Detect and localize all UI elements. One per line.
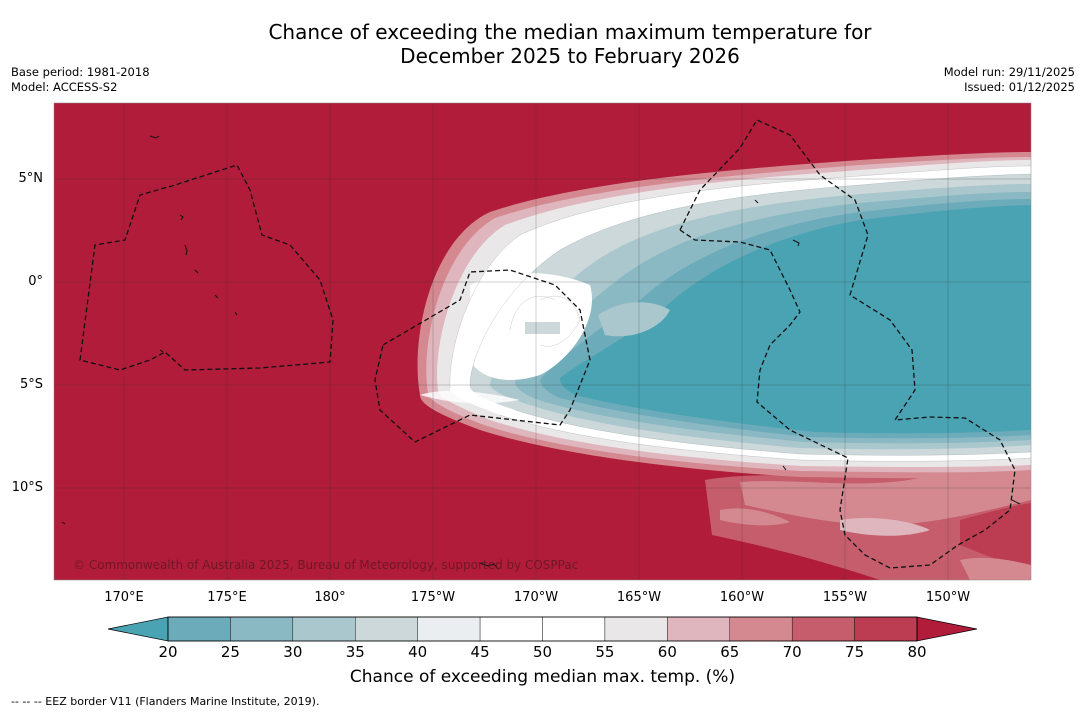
colorbar-extend-low (107, 616, 169, 642)
lon-label-170w: 170°W (513, 590, 559, 605)
lat-label-5s: 5°S (19, 377, 43, 392)
colorbar-swatch (479, 616, 543, 642)
model-run: Model run: 29/11/2025 (943, 65, 1075, 79)
lat-label-0: 0° (28, 274, 43, 289)
colorbar-swatch (667, 616, 730, 642)
model-name: Model: ACCESS-S2 (11, 80, 118, 94)
eez-kiribati-line (679, 119, 1016, 569)
eez-kiribati-gilbert (79, 164, 334, 371)
issued-date: Issued: 01/12/2025 (964, 80, 1075, 94)
colorbar-swatch (791, 616, 855, 642)
colorbar-swatch (417, 616, 481, 642)
meta-right: Model run: 29/11/2025 Issued: 01/12/2025 (944, 65, 1075, 95)
colorbar-title: Chance of exceeding median max. temp. (%… (349, 667, 736, 687)
graticule (54, 103, 1031, 580)
colorbar-swatch (729, 616, 793, 642)
meta-left: Base period: 1981-2018 Model: ACCESS-S2 (11, 65, 150, 95)
eez-footnote: -- -- -- EEZ border V11 (Flanders Marine… (11, 695, 320, 708)
lon-label-165w: 165°W (616, 590, 662, 605)
lon-label-170e: 170°E (104, 590, 144, 605)
islands (61, 135, 1021, 570)
colorbar-swatch (230, 616, 294, 642)
base-period: Base period: 1981-2018 (11, 65, 150, 79)
colorbar-tick-label: 80 (907, 643, 927, 661)
colorbar-tick-label: 75 (845, 643, 865, 661)
colorbar-frame (167, 616, 918, 642)
colorbar-tick-label: 65 (720, 643, 740, 661)
colorbar-tick-label: 30 (283, 643, 303, 661)
anomaly-tongue (417, 152, 1031, 479)
colorbar-tick-label: 70 (782, 643, 802, 661)
lon-label-180: 180° (314, 590, 346, 605)
lon-label-160w: 160°W (719, 590, 765, 605)
title-line-2: December 2025 to February 2026 (400, 44, 740, 68)
colorbar-swatch (542, 616, 606, 642)
lon-label-175e: 175°E (207, 590, 247, 605)
colorbar-tick-label: 45 (470, 643, 490, 661)
colorbar-tick-label: 55 (595, 643, 615, 661)
title-line-1: Chance of exceeding the median maximum t… (268, 20, 872, 44)
copyright-notice: © Commonwealth of Australia 2025, Bureau… (73, 558, 579, 572)
lon-label-175w: 175°W (410, 590, 456, 605)
contour-lines (449, 165, 1031, 462)
eez-tokelau-phoenix (374, 269, 591, 443)
colorbar-swatch (604, 616, 668, 642)
colorbar-swatch (355, 616, 418, 642)
eez-borders (79, 119, 1016, 569)
colorbar-tick-label: 60 (657, 643, 677, 661)
colorbar-tick-label: 25 (220, 643, 240, 661)
colorbar (107, 616, 978, 642)
colorbar-tick-label: 50 (532, 643, 553, 661)
lat-label-10s: 10°S (11, 480, 43, 495)
map-title: Chance of exceeding the median maximum t… (0, 20, 1085, 68)
colorbar-tick-label: 35 (345, 643, 365, 661)
colorbar-tick-label: 40 (408, 643, 428, 661)
map-frame (53, 102, 1032, 581)
lon-label-155w: 155°W (822, 590, 868, 605)
colorbar-swatch (854, 616, 918, 642)
colorbar-tick-label: 20 (158, 643, 178, 661)
lon-label-150w: 150°W (925, 590, 971, 605)
colorbar-extend-high (916, 616, 978, 642)
map-plot-area (54, 103, 1031, 580)
lat-label-5n: 5°N (18, 171, 44, 186)
colorbar-swatch (292, 616, 356, 642)
colorbar-swatch (167, 616, 231, 642)
